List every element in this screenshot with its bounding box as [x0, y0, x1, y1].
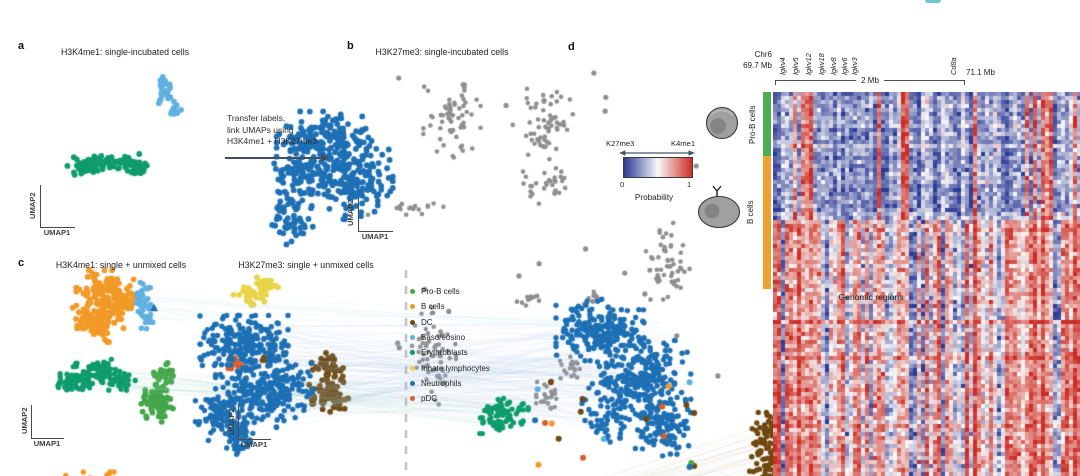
umap-c-left-axes — [31, 405, 64, 439]
row-group-label-pro-b: Pro-B cells — [748, 105, 757, 144]
umap-c-right-axes — [238, 406, 271, 440]
locus-start-coordinate: 69.7 Mb — [743, 60, 772, 70]
legend-label: Pro-B cells — [421, 287, 460, 297]
legend-dot-pro_b — [410, 289, 415, 295]
legend-item-baso: Baso/eosino — [410, 330, 490, 345]
legend-label: Neutrophils — [421, 378, 462, 388]
row-group-bar-pro-b — [763, 92, 771, 156]
colorbar-right-label: K4me1 — [671, 139, 696, 148]
chromosome-name: Chr6 — [754, 50, 772, 59]
umap-b-axes — [358, 198, 393, 232]
legend-dot-b_cells — [410, 304, 415, 310]
transfer-arrow-line3: H3K4me1 + H3K27me3 — [227, 136, 318, 146]
legend-dot-baso — [410, 335, 415, 341]
transfer-arrow-shaft — [225, 157, 321, 160]
legend-item-pdc: pDC — [410, 391, 490, 406]
scale-bracket-label: 2 Mb — [856, 75, 884, 85]
gene-label-igkv8: Igkv8 — [829, 57, 838, 75]
umap-c-left-xlabel: UMAP1 — [33, 439, 61, 448]
colorbar-left-label: K27me3 — [606, 139, 635, 148]
umap-b-xlabel: UMAP1 — [361, 232, 389, 241]
gene-label-igkv18: Igkv18 — [817, 53, 826, 75]
gene-label-igkv4: Igkv4 — [778, 57, 787, 75]
legend-item-neutro: Neutrophils — [410, 376, 490, 391]
legend-dot-erythro — [410, 350, 415, 356]
umap-b-ylabel: UMAP2 — [346, 199, 355, 226]
legend-dot-innate — [410, 365, 415, 371]
pro-b-cell-icon — [705, 106, 739, 140]
colorbar-title: Probability — [634, 193, 674, 202]
legend-label: pDC — [421, 394, 438, 404]
gene-label-igkv3: Igkv3 — [850, 57, 859, 75]
legend-dot-neutro — [410, 380, 415, 386]
legend-label: Erythroblasts — [421, 348, 468, 358]
umap-c-left-ylabel: UMAP2 — [20, 407, 29, 434]
umap-a-xlabel: UMAP1 — [43, 228, 71, 237]
heatmap-xlabel: Genomic regions — [838, 292, 904, 302]
panel-d-label: d — [568, 41, 575, 53]
gene-label-cd8a: Cd8a — [949, 57, 958, 75]
panel-c-label: c — [18, 257, 25, 269]
probability-colorbar — [623, 157, 693, 178]
legend-label: Baso/eosino — [421, 333, 466, 343]
umap-a-axes — [40, 185, 75, 228]
cell-type-legend: Pro-B cells B cells DC Baso/eosino Erythrobl… — [410, 284, 490, 406]
panel-c-title-left: H3K4me1: single + unmixed cells — [55, 260, 187, 270]
transfer-arrow-line2: link UMAPs using — [227, 124, 294, 135]
legend-item-erythro: Erythroblasts — [410, 345, 490, 360]
probability-heatmap — [773, 92, 1080, 476]
gene-label-igkv12: Igkv12 — [804, 53, 813, 75]
scale-bracket: 2 Mb — [775, 75, 965, 86]
legend-item-b_cells: B cells — [410, 299, 490, 314]
umap-a-ylabel: UMAP2 — [28, 192, 37, 219]
legend-item-pro_b: Pro-B cells — [410, 284, 490, 299]
locus-end-coordinate: 71.1 Mb — [966, 68, 995, 77]
legend-dot-pdc — [410, 396, 415, 402]
colorbar-tick-max: 1 — [687, 180, 692, 189]
gene-label-igkv6: Igkv6 — [840, 57, 849, 75]
panel-c-title-right: H3K27me3: single + unmixed cells — [238, 260, 374, 270]
legend-label: Innate lymphocytes — [421, 363, 490, 373]
gene-label-igkv5: Igkv5 — [791, 57, 800, 75]
legend-item-dc: DC — [410, 315, 490, 330]
row-group-label-b-cells: B cells — [746, 200, 755, 224]
row-group-bar-b-cells — [763, 156, 771, 289]
umap-c-right-xlabel: UMAP1 — [240, 440, 268, 449]
colorbar-tick-min: 0 — [620, 180, 625, 189]
legend-item-innate: Innate lymphocytes — [410, 360, 490, 375]
b-cell-icon — [697, 185, 741, 229]
transfer-arrow-line1: Transfer labels, — [227, 113, 286, 123]
chromosome-locus-label: Chr6 69.7 Mb — [700, 50, 772, 71]
journal-logo-fragment — [925, 0, 941, 3]
transfer-arrow-head-icon — [321, 153, 329, 162]
transfer-arrow-text: Transfer labels, link UMAPs using H3K4me… — [227, 113, 317, 148]
legend-label: DC — [421, 317, 433, 327]
umap-c-right-ylabel: UMAP2 — [227, 408, 236, 435]
panel-b-label: b — [347, 40, 354, 52]
umap-c-linked-plot — [28, 270, 808, 476]
colorbar-double-arrow-icon — [619, 150, 695, 156]
legend-label: B cells — [421, 302, 445, 312]
panel-a-label: a — [18, 40, 25, 52]
legend-dot-dc — [410, 319, 415, 325]
